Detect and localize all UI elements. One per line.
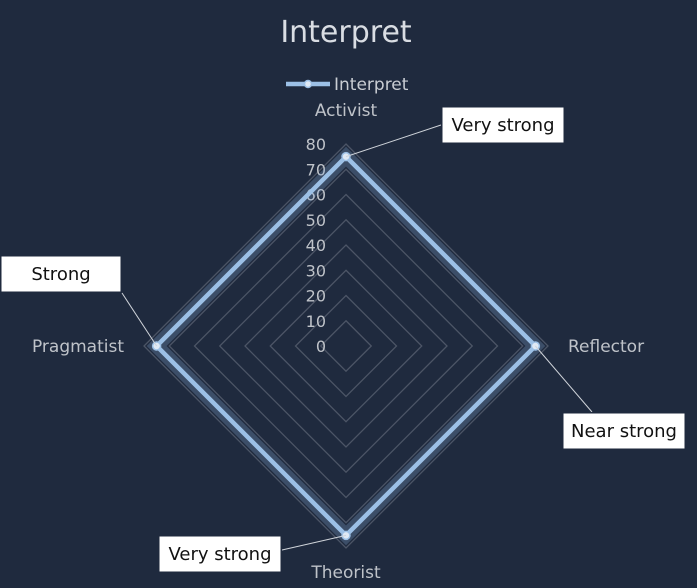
grid-ring <box>168 168 524 524</box>
callout-box <box>158 535 282 573</box>
tick-label: 30 <box>306 261 326 280</box>
category-label: Pragmatist <box>32 337 124 357</box>
callout-leader <box>121 292 158 347</box>
tick-label: 0 <box>316 337 326 356</box>
callout-leader <box>534 345 593 413</box>
grid-ring <box>218 218 474 474</box>
callout-label: Very strong <box>451 115 554 136</box>
grid-ring <box>269 269 423 423</box>
callout-leader <box>281 534 347 551</box>
callout-box <box>441 106 565 144</box>
tick-label: 70 <box>306 160 326 179</box>
legend-marker <box>303 79 313 89</box>
data-callouts: Very strong Near strong Very strong Strong <box>0 106 686 573</box>
grid-ring <box>294 294 398 398</box>
chart-title: Interpret <box>280 15 412 50</box>
callout-leader <box>345 124 442 158</box>
legend: Interpret <box>286 75 409 95</box>
tick-label: 80 <box>306 135 326 154</box>
grid-ring <box>193 193 499 499</box>
callout-label: Strong <box>31 264 90 285</box>
category-label: Reflector <box>568 337 644 357</box>
tick-label: 50 <box>306 211 326 230</box>
category-labels: Activist Reflector Theorist Pragmatist <box>32 101 644 583</box>
legend-label: Interpret <box>334 75 409 95</box>
series-line <box>153 153 539 539</box>
callout-box <box>562 412 686 450</box>
callout-label: Very strong <box>168 544 271 565</box>
series-interpret <box>146 146 546 546</box>
radar-grid <box>143 143 549 549</box>
series-glow <box>146 146 546 546</box>
tick-label: 10 <box>306 312 326 331</box>
tick-label: 40 <box>306 236 326 255</box>
callout-box <box>0 255 122 293</box>
category-label: Activist <box>315 101 378 121</box>
grid-ring <box>143 143 549 549</box>
callout-label: Near strong <box>571 421 677 442</box>
tick-label: 20 <box>306 287 326 306</box>
grid-ring <box>319 319 373 373</box>
grid-ring <box>244 244 448 448</box>
category-label: Theorist <box>310 563 381 583</box>
